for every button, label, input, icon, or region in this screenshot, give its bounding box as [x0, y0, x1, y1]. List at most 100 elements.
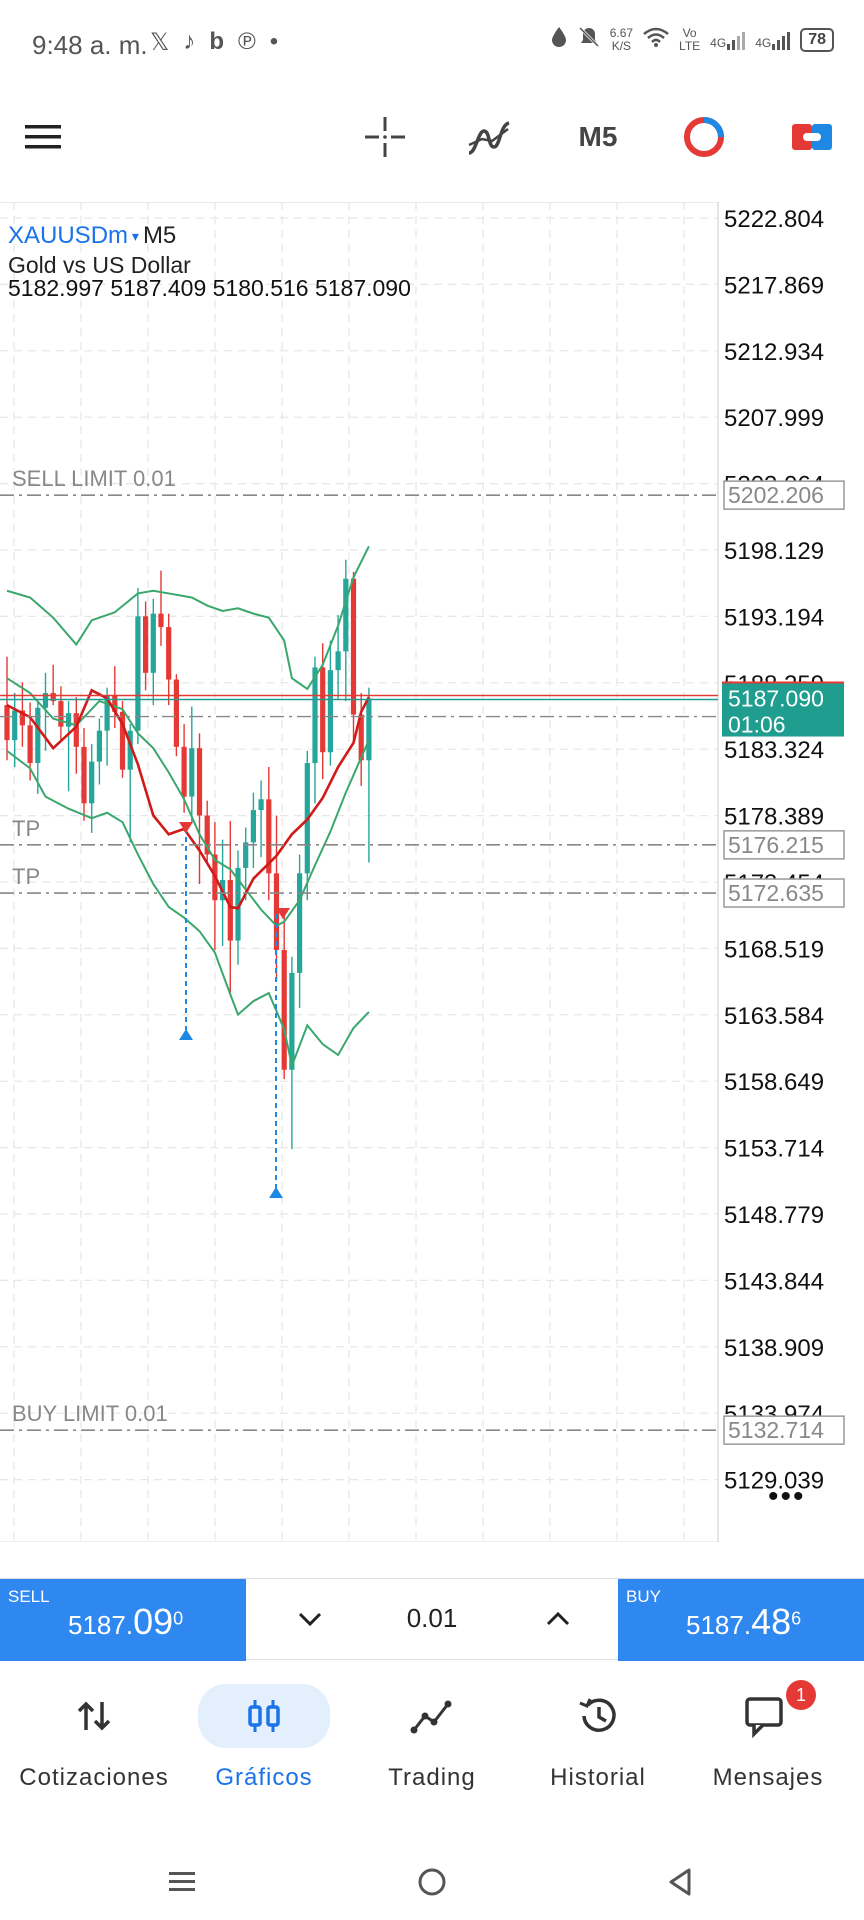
price-tick-label: 5143.844: [724, 1268, 824, 1295]
price-tick-label: 5158.649: [724, 1069, 824, 1096]
sell-button[interactable]: SELL 5187.090: [0, 1579, 246, 1661]
nav-label-trading: Trading: [388, 1764, 476, 1791]
bull-candle: [66, 713, 72, 727]
net1-label: 4G: [710, 35, 727, 50]
order-price-box: [723, 480, 845, 510]
more-options-icon[interactable]: •••: [768, 1480, 806, 1513]
chevron-down-icon: [298, 1612, 322, 1627]
lot-increase-button[interactable]: [538, 1599, 578, 1639]
menu-icon[interactable]: [18, 112, 68, 162]
bear-candle: [143, 616, 149, 673]
order-label: TP: [12, 864, 40, 889]
symbol-dropdown-icon[interactable]: ▾: [128, 228, 139, 245]
nav-trading[interactable]: Trading: [348, 1680, 516, 1800]
price-chart[interactable]: 5222.8045217.8695212.9345207.9995203.064…: [0, 202, 864, 1542]
bear-candle: [166, 627, 172, 680]
trade-panel-icon[interactable]: [788, 112, 836, 162]
bull-candle: [96, 730, 102, 762]
buy-button[interactable]: BUY 5187.486: [618, 1579, 864, 1661]
sell-price-big: 09: [133, 1601, 174, 1642]
wifi-icon: [643, 27, 669, 52]
bear-candle: [119, 711, 126, 770]
bear-candle: [158, 613, 164, 628]
nav-label-messages: Mensajes: [712, 1764, 824, 1791]
bull-candle: [12, 710, 18, 741]
recents-icon: [169, 1872, 195, 1891]
nav-history[interactable]: Historial: [514, 1680, 682, 1800]
symbol-timeframe: M5: [142, 222, 177, 249]
order-price-box: [723, 878, 845, 908]
home-button[interactable]: [410, 1860, 454, 1904]
bull-candle: [127, 730, 133, 770]
price-tick-label: 5178.389: [724, 804, 824, 831]
timeframe-button[interactable]: M5: [578, 121, 618, 152]
bull-candle: [35, 707, 41, 763]
price-tick-label: 5193.194: [724, 604, 824, 631]
home-icon: [418, 1868, 446, 1896]
one-click-trading-icon[interactable]: [680, 112, 728, 162]
back-button[interactable]: [658, 1860, 702, 1904]
bottom-navigation: Cotizaciones Gráficos Trading Historial …: [0, 1660, 864, 1820]
bear-candle: [73, 713, 79, 747]
net2-label: 4G: [755, 35, 772, 50]
bull-candle: [189, 748, 195, 797]
nav-quotes[interactable]: Cotizaciones: [10, 1680, 178, 1800]
signal-icon-2: 4G: [755, 30, 791, 50]
drop-icon: [550, 26, 568, 53]
sell-price-main: 5187.: [68, 1610, 134, 1640]
price-tick-label: 5212.934: [724, 339, 824, 366]
indicators-icon[interactable]: [464, 112, 514, 162]
bull-candle: [250, 810, 256, 843]
bear-candle: [227, 880, 233, 941]
trading-icon: [396, 1690, 468, 1742]
price-tick-label: 5148.779: [724, 1202, 824, 1229]
symbol-name[interactable]: XAUUSDm: [8, 222, 129, 249]
chart-toolbar: M5: [0, 92, 864, 202]
sell-price: 5187.090: [68, 1601, 183, 1643]
nav-charts[interactable]: Gráficos: [180, 1680, 348, 1800]
buy-price-sup: 6: [791, 1608, 802, 1629]
bear-candle: [50, 693, 56, 702]
current-price-label: 5187.090: [728, 686, 824, 712]
bull-candle: [42, 693, 49, 708]
bear-candle: [273, 873, 280, 951]
bear-candle: [281, 950, 287, 1070]
bull-candle: [235, 867, 241, 941]
bear-candle: [27, 725, 33, 763]
bear-candle: [358, 714, 364, 761]
nav-messages[interactable]: 1 Mensajes: [684, 1680, 852, 1800]
order-label: BUY LIMIT 0.01: [12, 1401, 168, 1426]
notification-icons: 𝕏 ♪ b ℗ •: [150, 28, 278, 57]
mute-bell-icon: [578, 26, 600, 53]
bull-candle: [89, 761, 95, 804]
chart-canvas[interactable]: 5222.8045217.8695212.9345207.9995203.064…: [0, 202, 864, 1542]
bear-candle: [58, 701, 64, 727]
crosshair-icon[interactable]: [360, 112, 410, 162]
price-tick-label: 5217.869: [724, 272, 824, 299]
bull-candle: [104, 695, 110, 731]
bear-candle: [266, 799, 272, 874]
tiktok-icon: ♪: [183, 28, 196, 55]
volte-top: Vo: [682, 25, 697, 40]
price-tick-label: 5138.909: [724, 1335, 824, 1362]
buy-price-big: 48: [751, 1601, 792, 1642]
bear-candle: [181, 746, 187, 797]
bear-candle: [196, 748, 203, 816]
status-time: 9:48 a. m.: [32, 30, 148, 60]
bear-candle: [81, 746, 87, 804]
bull-candle: [297, 873, 303, 973]
back-icon: [669, 1868, 691, 1896]
quotes-icon: [58, 1690, 130, 1742]
symbol-description: Gold vs US Dollar: [8, 252, 191, 278]
price-tick-label: 5207.999: [724, 405, 824, 432]
lot-size-field[interactable]: 0.01: [406, 1603, 458, 1633]
buy-arrow: [179, 1029, 193, 1040]
bull-candle: [150, 613, 156, 673]
b-app-icon: b: [209, 28, 225, 55]
order-price-box: [723, 1415, 845, 1445]
lot-decrease-button[interactable]: [290, 1599, 330, 1639]
bull-candle: [327, 670, 333, 753]
pinterest-icon: ℗: [238, 28, 256, 55]
recent-apps-button[interactable]: [160, 1860, 204, 1904]
symbol-header[interactable]: XAUUSDm ▾ M5: [8, 222, 176, 250]
